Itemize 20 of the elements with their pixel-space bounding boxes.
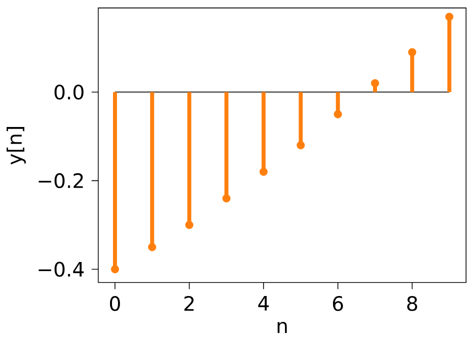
- point: [110, 265, 120, 274]
- y-axis-title: y[n]: [6, 127, 26, 165]
- y-tick-label: −0.2: [38, 173, 83, 188]
- point: [222, 194, 230, 202]
- point: [148, 243, 156, 252]
- point: [408, 48, 416, 56]
- x-tick-label: 8: [407, 296, 418, 312]
- point: [185, 220, 194, 230]
- x-axis-title: n: [278, 322, 287, 333]
- x-tick-label: 4: [258, 296, 269, 310]
- point: [296, 141, 305, 150]
- point: [370, 79, 380, 88]
- x-tick-label: 6: [332, 296, 343, 312]
- point: [445, 12, 454, 21]
- point: [334, 110, 342, 118]
- y-tick-label: 0.0: [54, 84, 84, 100]
- x-tick-label: 0: [110, 296, 120, 312]
- x-tick-label: 2: [184, 296, 194, 311]
- point: [260, 168, 268, 176]
- y-tick-label: −0.4: [38, 262, 84, 277]
